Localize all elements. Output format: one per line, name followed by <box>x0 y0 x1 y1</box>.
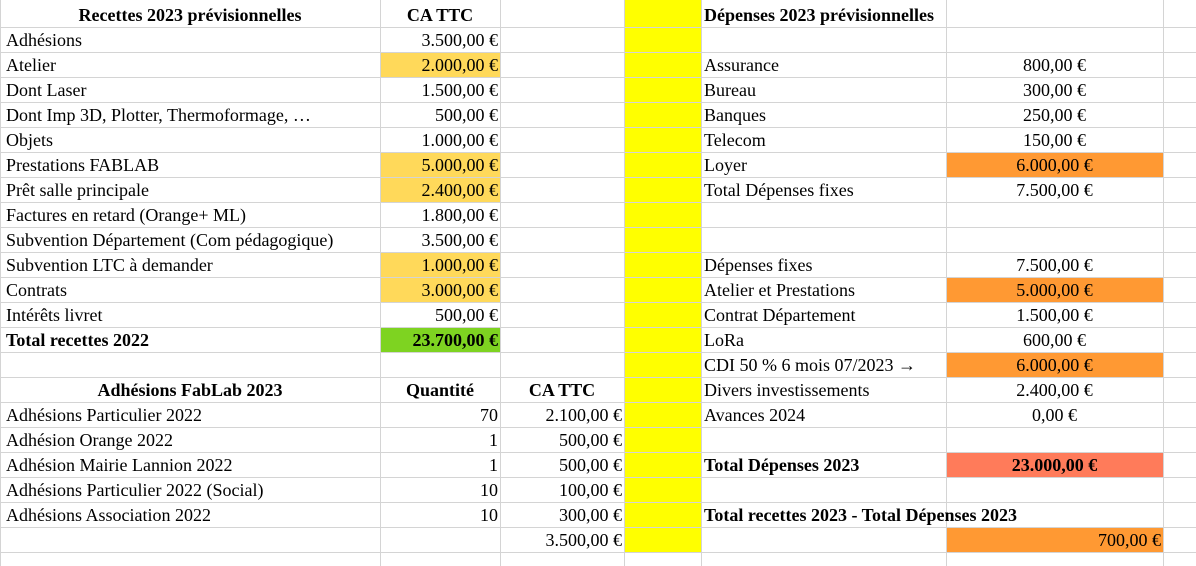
adhesions-label-association: Adhésions Association 2022 <box>6 505 211 525</box>
highlight-balance <box>946 528 1163 553</box>
recettes-value-subvention-dept: 3.500,00 € <box>421 230 499 250</box>
recettes-ca-header: CA TTC <box>406 5 474 25</box>
recettes-value-adhesions: 3.500,00 € <box>421 30 499 50</box>
recettes-label-factures-retard: Factures en retard (Orange+ ML) <box>6 205 247 225</box>
recettes-value-dont-imp3d: 500,00 € <box>435 105 498 125</box>
depenses-label-divers: Divers investissements <box>704 380 870 400</box>
highlight-atelier-prestations <box>946 278 1163 303</box>
depenses-label-lora: LoRa <box>704 330 744 350</box>
adhesions-qty-mairie: 1 <box>489 455 498 475</box>
depenses-label-atelier-prestations: Atelier et Prestations <box>704 280 855 300</box>
depenses-value-telecom: 150,00 € <box>1023 130 1086 150</box>
recettes-value-contrats: 3.000,00 € <box>421 280 499 300</box>
depenses-label-contrat-dept: Contrat Département <box>704 305 856 325</box>
recettes-label-adhesions: Adhésions <box>6 30 82 50</box>
adhesions-total-ca: 3.500,00 € <box>545 530 623 550</box>
depenses-label-total-fixes: Total Dépenses fixes <box>704 180 854 200</box>
highlight-total-recettes <box>381 328 500 353</box>
recettes-value-objets: 1.000,00 € <box>421 130 499 150</box>
recettes-label-subvention-dept: Subvention Département (Com pédagogique) <box>6 230 334 250</box>
depenses-value-atelier-prestations: 5.000,00 € <box>1016 280 1093 300</box>
recettes-value-factures-retard: 1.800,00 € <box>421 205 499 225</box>
yellow-separator-column <box>624 0 701 553</box>
recettes-label-dont-laser: Dont Laser <box>6 80 87 100</box>
adhesions-qty-association: 10 <box>480 505 498 525</box>
recettes-value-prestations: 5.000,00 € <box>421 155 499 175</box>
depenses-value-contrat-dept: 1.500,00 € <box>1016 305 1093 325</box>
recettes-value-atelier: 2.000,00 € <box>421 55 499 75</box>
recettes-value-subvention-ltc: 1.000,00 € <box>421 255 499 275</box>
highlight-prestations <box>381 153 500 178</box>
adhesions-label-orange: Adhésion Orange 2022 <box>6 430 173 450</box>
recettes-label-pret-salle: Prêt salle principale <box>6 180 149 200</box>
depenses-header: Dépenses 2023 prévisionnelles <box>704 5 935 25</box>
highlight-total-depenses <box>946 453 1163 478</box>
depenses-value-cdi: 6.000,00 € <box>1016 355 1093 375</box>
recettes-header: Recettes 2023 prévisionnelles <box>78 5 302 25</box>
recettes-label-objets: Objets <box>6 130 53 150</box>
adhesions-qty-particulier: 70 <box>480 405 498 425</box>
highlight-loyer <box>946 153 1163 178</box>
recettes-value-pret-salle: 2.400,00 € <box>421 180 499 200</box>
recettes-label-dont-imp3d: Dont Imp 3D, Plotter, Thermoformage, … <box>6 105 311 125</box>
adhesions-label-mairie: Adhésion Mairie Lannion 2022 <box>6 455 233 475</box>
depenses-label-avances: Avances 2024 <box>704 405 806 425</box>
depenses-label-assurance: Assurance <box>704 55 779 75</box>
highlight-pret-salle <box>381 178 500 203</box>
recettes-value-dont-laser: 1.500,00 € <box>421 80 499 100</box>
recettes-value-interets: 500,00 € <box>435 305 498 325</box>
adhesions-label-particulier: Adhésions Particulier 2022 <box>6 405 202 425</box>
recettes-label-interets: Intérêts livret <box>6 305 103 325</box>
highlight-contrats <box>381 278 500 303</box>
depenses-total-label: Total Dépenses 2023 <box>704 455 860 475</box>
adhesions-ca-mairie: 500,00 € <box>559 455 622 475</box>
adhesions-ca-header: CA TTC <box>528 380 596 400</box>
depenses-value-banques: 250,00 € <box>1023 105 1086 125</box>
adhesions-header: Adhésions FabLab 2023 <box>97 380 283 400</box>
depenses-value-avances: 0,00 € <box>1032 405 1077 425</box>
recettes-total-label: Total recettes 2022 <box>6 330 149 350</box>
depenses-value-depenses-fixes: 7.500,00 € <box>1016 255 1093 275</box>
highlight-subvention-ltc <box>381 253 500 278</box>
depenses-value-divers: 2.400,00 € <box>1016 380 1093 400</box>
depenses-value-total-fixes: 7.500,00 € <box>1016 180 1093 200</box>
depenses-label-loyer: Loyer <box>704 155 747 175</box>
balance-label: Total recettes 2023 - Total Dépenses 202… <box>704 505 1017 525</box>
recettes-label-subvention-ltc: Subvention LTC à demander <box>6 255 213 275</box>
depenses-label-cdi: CDI 50 % 6 mois 07/2023 → <box>704 355 917 375</box>
balance-value: 700,00 € <box>1098 530 1161 550</box>
adhesions-label-social: Adhésions Particulier 2022 (Social) <box>6 480 264 500</box>
depenses-label-banques: Banques <box>704 105 766 125</box>
depenses-value-assurance: 800,00 € <box>1023 55 1086 75</box>
depenses-value-loyer: 6.000,00 € <box>1016 155 1093 175</box>
depenses-label-telecom: Telecom <box>704 130 766 150</box>
highlight-atelier <box>381 53 500 78</box>
adhesions-qty-orange: 1 <box>489 430 498 450</box>
depenses-label-bureau: Bureau <box>704 80 756 100</box>
recettes-label-contrats: Contrats <box>6 280 67 300</box>
adhesions-ca-orange: 500,00 € <box>559 430 622 450</box>
adhesions-ca-particulier: 2.100,00 € <box>545 405 623 425</box>
adhesions-qty-header: Quantité <box>405 380 474 400</box>
recettes-total-value: 23.700,00 € <box>412 330 499 350</box>
depenses-label-depenses-fixes: Dépenses fixes <box>704 255 813 275</box>
highlight-cdi <box>946 353 1163 378</box>
adhesions-qty-social: 10 <box>480 480 498 500</box>
depenses-total-value: 23.000,00 € <box>1011 455 1098 475</box>
depenses-value-lora: 600,00 € <box>1023 330 1086 350</box>
adhesions-ca-association: 300,00 € <box>559 505 622 525</box>
depenses-value-bureau: 300,00 € <box>1023 80 1086 100</box>
adhesions-ca-social: 100,00 € <box>559 480 622 500</box>
recettes-label-prestations: Prestations FABLAB <box>6 155 160 175</box>
recettes-label-atelier: Atelier <box>6 55 56 75</box>
